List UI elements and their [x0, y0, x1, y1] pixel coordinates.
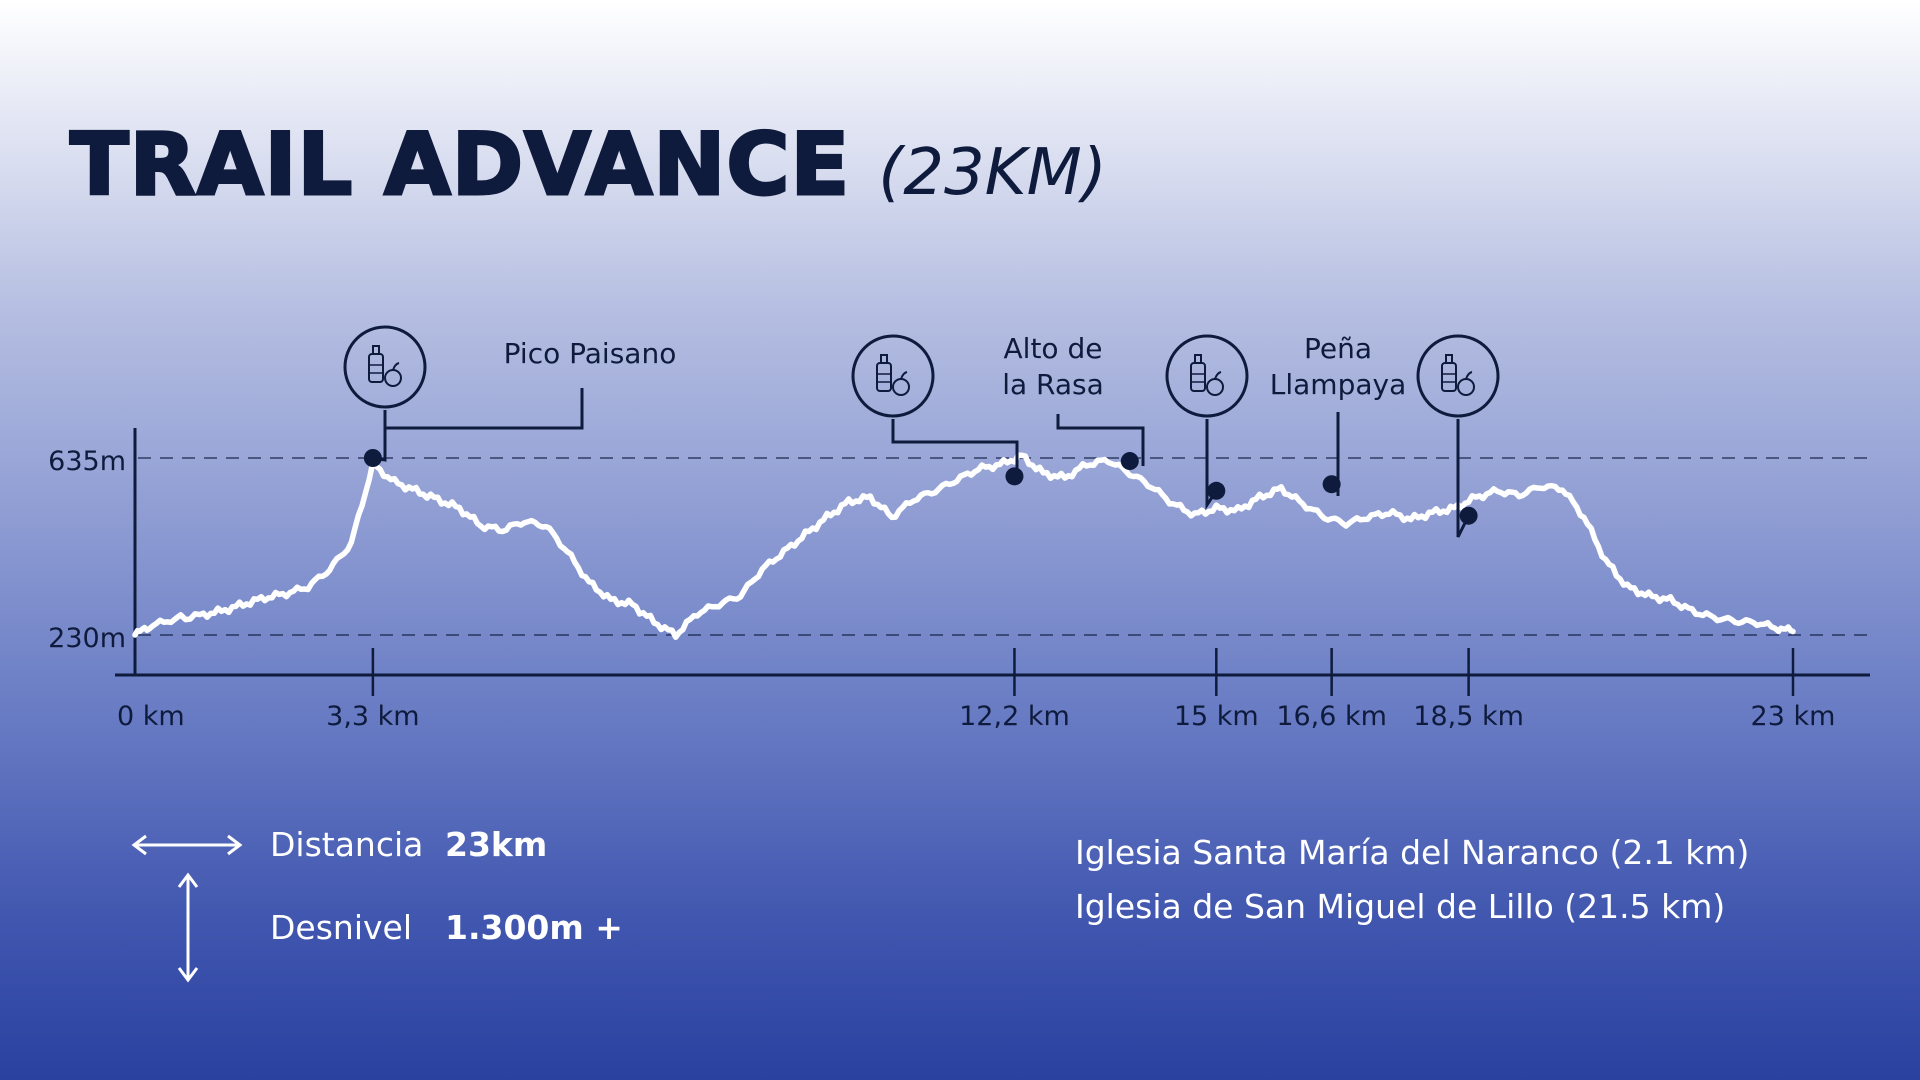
stats-panel: Distancia 23km Desnivel 1.300m +	[130, 815, 690, 1005]
x-tick-label: 3,3 km	[326, 701, 419, 732]
distance-row: Distancia 23km	[270, 825, 547, 864]
water-bottle-apple-icon	[343, 325, 427, 409]
elevation-value: 1.300m +	[445, 908, 623, 947]
bottle-body	[876, 362, 892, 392]
place-item: Iglesia de San Miguel de Lillo (21.5 km)	[1075, 887, 1726, 926]
marker-dot	[1322, 475, 1341, 494]
bottle-body	[368, 353, 384, 383]
icon-ring	[343, 325, 427, 409]
marker-dot	[1459, 506, 1478, 525]
water-bottle-apple-icon	[1165, 334, 1249, 418]
apple-stem	[392, 362, 400, 371]
apple-stem	[1214, 371, 1222, 380]
apple-shape	[1457, 378, 1475, 396]
elevation-label: Desnivel	[270, 908, 412, 947]
x-ticks: 0 km 3,3 km 12,2 km 15 km 16,6 km 18,5 km 23 k…	[117, 648, 1835, 732]
icon-ring	[1165, 334, 1249, 418]
x-tick-label: 0 km	[117, 701, 185, 732]
apple-shape	[892, 378, 910, 396]
label-leader	[385, 388, 584, 430]
title-main: TRAIL ADVANCE	[68, 114, 851, 217]
bottle-cap	[1194, 354, 1202, 364]
apple-shape	[1206, 378, 1224, 396]
distance-label: Distancia	[270, 825, 424, 864]
marker-leader	[891, 419, 1019, 485]
title: TRAIL ADVANCE (23KM)	[68, 114, 1107, 217]
marker-label: Alto de la Rasa	[1002, 332, 1104, 401]
y-tick-label: 230m	[48, 623, 126, 654]
x-tick-label: 15 km	[1174, 701, 1259, 732]
marker-dot	[1207, 481, 1226, 500]
elevation-arrow-icon	[177, 872, 199, 983]
water-bottle-apple-icon	[1416, 334, 1500, 418]
bottle-body	[1441, 362, 1457, 392]
stats-arrows	[131, 834, 243, 983]
label-leader	[1056, 414, 1145, 466]
x-tick-label: 18,5 km	[1413, 701, 1524, 732]
x-tick-label: 12,2 km	[959, 701, 1070, 732]
icon-ring	[1416, 334, 1500, 418]
x-tick-label: 23 km	[1751, 701, 1836, 732]
bottle-cap	[1445, 354, 1453, 364]
title-distance: (23KM)	[878, 136, 1107, 210]
place-item: Iglesia Santa María del Naranco (2.1 km)	[1075, 833, 1750, 872]
profile-line	[132, 452, 1796, 640]
marker-label: Peña Llampaya	[1270, 332, 1406, 401]
apple-stem	[1465, 371, 1473, 380]
marker-dot	[363, 449, 382, 467]
places-list: Iglesia Santa María del Naranco (2.1 km)…	[1075, 826, 1749, 934]
apple-stem	[900, 371, 908, 380]
marker-label: Pico Paisano	[504, 337, 677, 370]
icon-ring	[851, 334, 935, 418]
marker-dot	[1120, 452, 1139, 471]
water-bottle-apple-icon	[851, 334, 935, 418]
bottle-cap	[372, 345, 380, 355]
markers-layer: Pico Paisano Alto de la Rasa Peña Llampaya	[343, 325, 1500, 538]
apple-shape	[384, 369, 402, 387]
profile-line-layer	[132, 452, 1796, 640]
elevation-row: Desnivel 1.300m +	[270, 908, 623, 947]
distance-value: 23km	[445, 825, 548, 864]
distance-arrow-icon	[131, 834, 243, 856]
y-tick-label: 635m	[48, 446, 126, 477]
bottle-cap	[880, 354, 888, 364]
marker-dot	[1005, 467, 1024, 486]
x-tick-label: 16,6 km	[1276, 701, 1387, 732]
bottle-body	[1190, 362, 1206, 392]
